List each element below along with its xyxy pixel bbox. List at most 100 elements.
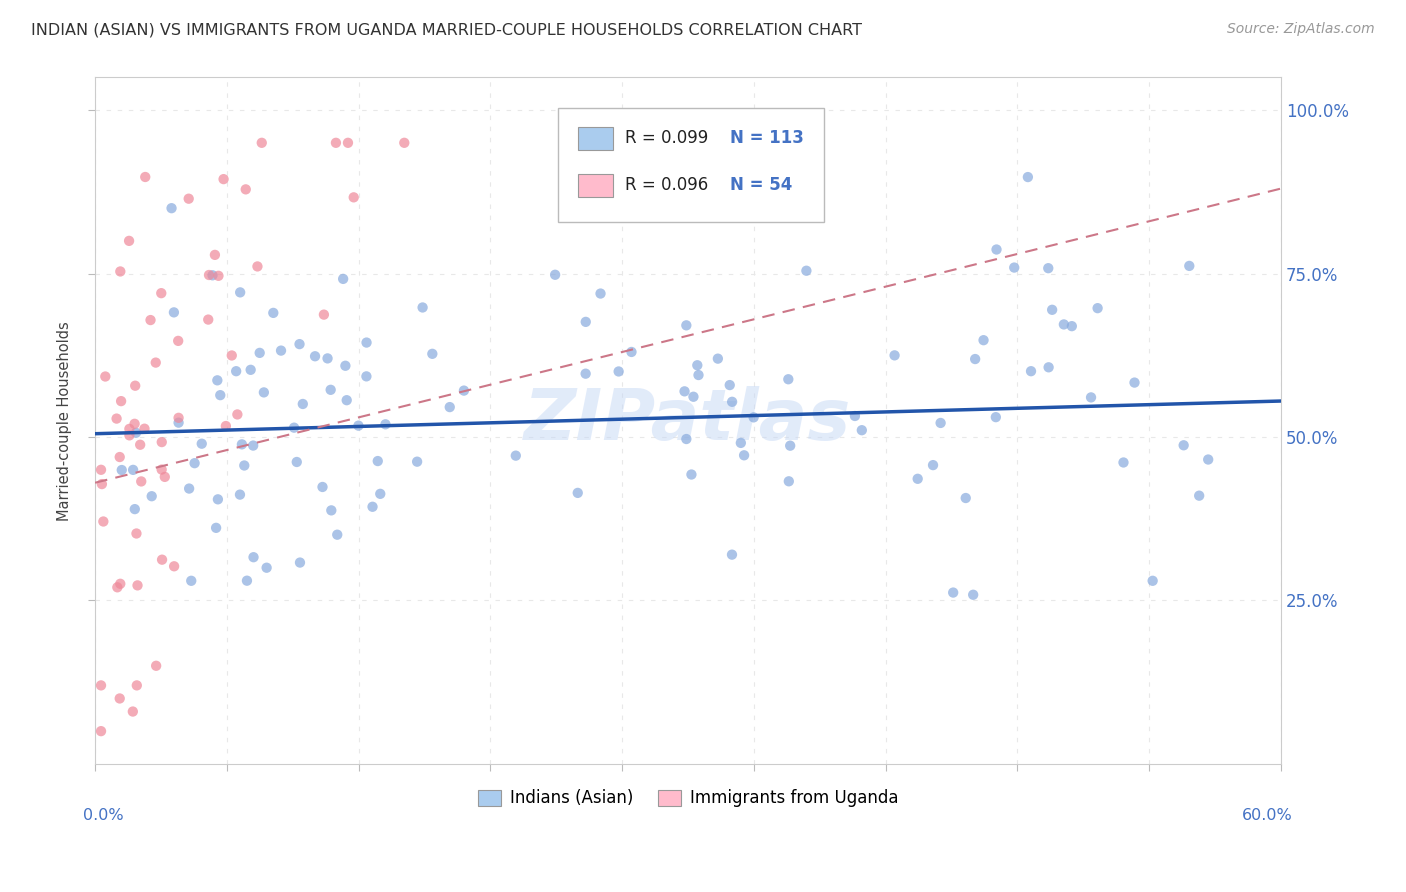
Point [118,428,141,442]
Point [229,488,252,502]
Point [235,182,257,196]
Point [270,343,292,358]
Point [205,521,228,535]
Point [682,390,704,404]
Text: Source: ZipAtlas.com: Source: ZipAtlas.com [1227,22,1375,37]
Point [420,347,443,361]
Point [108,691,131,706]
Point [291,397,314,411]
Point [922,458,945,472]
Point [321,503,343,517]
Point [973,333,995,347]
Point [226,408,249,422]
Point [108,450,131,464]
Point [1123,376,1146,390]
Point [851,423,873,437]
Point [105,411,128,425]
Point [1197,452,1219,467]
Point [332,272,354,286]
Point [1040,302,1063,317]
Point [319,383,342,397]
Text: R = 0.096: R = 0.096 [626,176,709,194]
Point [575,315,598,329]
Point [207,373,229,387]
Point [242,550,264,565]
Point [733,448,755,462]
Point [730,436,752,450]
Point [347,418,370,433]
Point [965,352,987,367]
Point [336,136,359,150]
Point [93,515,115,529]
Text: 0.0%: 0.0% [83,808,124,823]
Text: R = 0.099: R = 0.099 [626,128,709,147]
Point [163,305,186,319]
Point [221,349,243,363]
Text: ZIPatlas: ZIPatlas [524,386,852,455]
Point [962,588,984,602]
Point [129,438,152,452]
Point [589,286,612,301]
Point [110,576,132,591]
Point [544,268,567,282]
Point [124,417,146,431]
Text: 60.0%: 60.0% [1241,808,1294,823]
Point [1060,319,1083,334]
Point [356,369,378,384]
Point [675,318,697,333]
Point [681,467,703,482]
Point [929,416,952,430]
Point [406,455,429,469]
Point [145,355,167,369]
Point [942,585,965,599]
Point [1038,360,1060,375]
Point [986,243,1008,257]
Point [312,308,335,322]
Point [150,435,173,450]
Point [150,286,173,301]
Point [1112,455,1135,469]
Point [778,372,800,386]
Point [94,369,117,384]
Point [311,480,333,494]
Point [283,420,305,434]
Point [1002,260,1025,275]
Point [326,527,349,541]
Point [907,472,929,486]
Point [110,394,132,409]
Point [567,486,589,500]
Point [229,285,252,300]
Point [150,552,173,566]
Point [167,334,190,348]
Point [105,580,128,594]
Point [246,260,269,274]
Point [124,378,146,392]
Point [779,439,801,453]
Point [167,416,190,430]
Point [361,500,384,514]
Point [394,136,416,150]
Point [90,463,112,477]
Point [335,359,357,373]
Point [242,439,264,453]
Point [125,425,148,440]
Point [124,502,146,516]
Text: N = 113: N = 113 [730,128,803,147]
Point [125,678,148,692]
Point [707,351,730,366]
Point [368,487,391,501]
Point [505,449,527,463]
Point [1087,301,1109,315]
Point [90,678,112,692]
Point [675,432,697,446]
Point [111,463,134,477]
Point [607,364,630,378]
Point [1178,259,1201,273]
Point [575,367,598,381]
Point [984,410,1007,425]
Y-axis label: Married-couple Households: Married-couple Households [58,321,72,521]
Point [204,248,226,262]
Point [179,482,201,496]
Point [122,463,145,477]
Point [249,346,271,360]
